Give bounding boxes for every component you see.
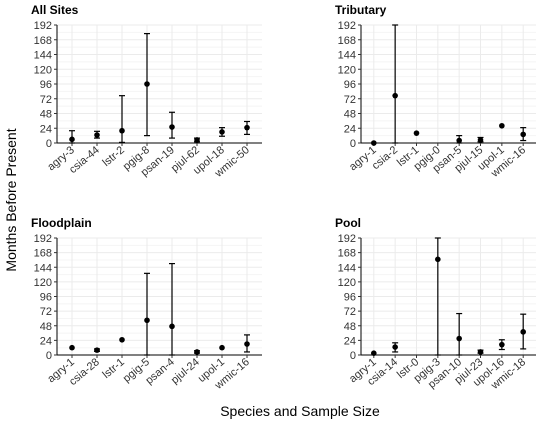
data-point [520, 131, 526, 138]
x-axis-label: Species and Sample Size [220, 403, 380, 419]
y-tick-label: 96 [344, 292, 356, 304]
panel-0: All Sites024487296120144168192agry-3csia… [31, 3, 262, 180]
data-point [69, 136, 75, 143]
panel-title: Tributary [335, 3, 387, 17]
data-point [169, 323, 175, 330]
y-tick-label: 192 [34, 233, 52, 245]
data-point [520, 329, 526, 335]
data-point [69, 344, 75, 351]
data-point [477, 349, 484, 355]
data-point [456, 137, 462, 144]
y-tick-label: 96 [40, 79, 52, 91]
y-tick-label: 144 [34, 50, 52, 62]
y-tick-label: 48 [40, 109, 52, 121]
y-tick-label: 192 [338, 20, 356, 32]
y-tick-label: 0 [46, 350, 52, 362]
data-point [371, 140, 377, 146]
y-tick-label: 72 [40, 94, 52, 106]
y-tick-label: 72 [344, 306, 356, 318]
y-tick-label: 96 [344, 79, 356, 91]
y-tick-label: 0 [46, 138, 52, 150]
y-tick-label: 24 [344, 335, 356, 347]
y-axis-label: Months Before Present [3, 128, 19, 271]
data-point [456, 335, 462, 342]
y-tick-label: 192 [34, 20, 52, 32]
y-tick-label: 168 [338, 248, 356, 260]
data-point [144, 81, 150, 87]
y-tick-label: 72 [40, 306, 52, 318]
data-point [194, 137, 200, 143]
data-point [194, 349, 200, 355]
data-point [94, 347, 100, 353]
y-tick-label: 0 [350, 138, 356, 150]
y-tick-label: 144 [338, 50, 356, 62]
data-point [413, 130, 420, 136]
y-tick-label: 48 [40, 321, 52, 333]
panel-title: Pool [335, 216, 361, 230]
data-point [244, 124, 250, 131]
y-tick-label: 144 [338, 262, 356, 274]
data-point [392, 92, 398, 99]
data-point [219, 129, 225, 135]
data-point [371, 350, 377, 356]
panel-title: Floodplain [31, 216, 92, 230]
y-tick-label: 72 [344, 94, 356, 106]
y-tick-label: 120 [338, 277, 356, 289]
panel-3: Pool024487296120144168192agry-1csia-14ls… [335, 216, 536, 392]
y-tick-label: 168 [34, 35, 52, 47]
y-tick-label: 24 [40, 335, 52, 347]
y-tick-label: 120 [338, 64, 356, 76]
data-point [499, 341, 505, 348]
data-point [169, 124, 175, 130]
data-point [94, 132, 100, 138]
y-tick-label: 0 [350, 350, 356, 362]
data-point [119, 127, 125, 134]
panel-title: All Sites [31, 3, 79, 17]
y-tick-label: 120 [34, 277, 52, 289]
y-tick-label: 96 [40, 292, 52, 304]
data-point [435, 256, 441, 263]
y-tick-label: 48 [344, 321, 356, 333]
y-tick-label: 24 [40, 123, 52, 135]
data-point [144, 317, 150, 324]
y-tick-label: 192 [338, 233, 356, 245]
y-tick-label: 120 [34, 64, 52, 76]
x-tick-label: pjul-24 [169, 356, 202, 386]
y-tick-label: 48 [344, 109, 356, 121]
panel-1: Tributary024487296120144168192agry-1csia… [335, 3, 536, 180]
panel-2: Floodplain024487296120144168192agry-1csi… [31, 216, 262, 392]
y-tick-label: 144 [34, 262, 52, 274]
data-point [499, 122, 505, 129]
y-tick-label: 168 [338, 35, 356, 47]
y-tick-label: 168 [34, 248, 52, 260]
data-point [244, 341, 250, 347]
y-tick-label: 24 [344, 123, 356, 135]
data-point [477, 137, 484, 143]
data-point [392, 344, 398, 350]
data-point [119, 336, 125, 343]
data-point [219, 344, 225, 351]
